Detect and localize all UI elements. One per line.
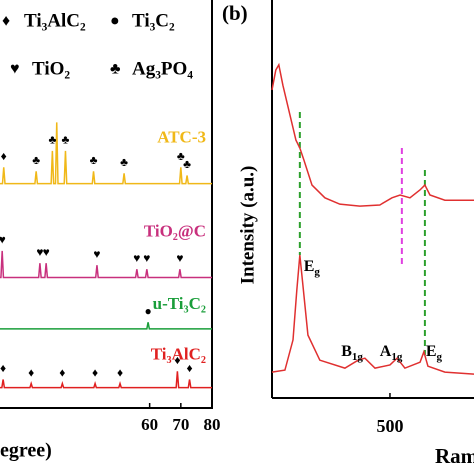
peak-marker: ♣ bbox=[62, 133, 70, 147]
peak-marker: ♦ bbox=[117, 365, 123, 379]
peak-label: Eg bbox=[426, 343, 443, 363]
x-tick-label: 60 bbox=[141, 415, 158, 434]
peak-marker: ♦ bbox=[186, 361, 192, 375]
x-axis-label: Ram bbox=[435, 444, 474, 468]
peak-marker: ♣ bbox=[32, 153, 40, 167]
peak-label-sub: 1g bbox=[352, 351, 364, 363]
peak-label: Eg bbox=[304, 258, 321, 278]
legend-label: Ti₃AlC₂ bbox=[24, 10, 86, 31]
series-label: Ti₃AlC₂ bbox=[151, 345, 206, 364]
x-tick-label: 500 bbox=[376, 416, 403, 436]
peak-marker: ♣ bbox=[183, 157, 191, 171]
legend-symbol: ♦ bbox=[2, 13, 10, 30]
legend-symbol: ♣ bbox=[110, 61, 121, 78]
peak-marker: ♥ bbox=[176, 251, 183, 265]
peak-marker: ♣ bbox=[90, 153, 98, 167]
peak-label-sub: 1g bbox=[391, 351, 403, 363]
peak-marker: ♦ bbox=[92, 365, 98, 379]
peak-label-base: A bbox=[380, 343, 392, 360]
series-label: ATC-3 bbox=[157, 128, 206, 147]
peak-marker: ♥ bbox=[93, 247, 100, 261]
peak-label-base: B bbox=[341, 343, 352, 360]
peak-marker: ♥ bbox=[0, 233, 6, 247]
peak-marker: ● bbox=[144, 304, 151, 318]
spectrum-line bbox=[0, 322, 212, 330]
legend-symbol: ● bbox=[110, 13, 120, 30]
peak-marker: ♥ bbox=[143, 251, 150, 265]
spectrum-line bbox=[0, 371, 212, 389]
peak-label-base: E bbox=[426, 343, 437, 360]
spectrum-line bbox=[0, 250, 212, 279]
legend-label: TiO₂ bbox=[32, 58, 70, 79]
peak-marker: ♣ bbox=[177, 149, 185, 163]
peak-label-base: E bbox=[304, 258, 315, 275]
legend-symbol: ♥ bbox=[10, 61, 20, 78]
x-axis-label: egree) bbox=[0, 440, 52, 462]
spectrum-line bbox=[271, 62, 474, 207]
peak-label-sub: g bbox=[437, 351, 443, 363]
peak-marker: ♣ bbox=[120, 155, 128, 169]
legend-label: Ag₃PO₄ bbox=[132, 58, 193, 79]
peak-marker: ♥ bbox=[133, 251, 140, 265]
peak-marker: ♦ bbox=[174, 353, 180, 367]
peak-label: B1g bbox=[341, 343, 363, 363]
peak-marker: ♦ bbox=[1, 149, 7, 163]
panel-label: (b) bbox=[222, 1, 248, 25]
legend-label: Ti₃C₂ bbox=[132, 10, 175, 31]
x-tick-label: 80 bbox=[204, 415, 221, 434]
peak-label-sub: g bbox=[314, 266, 320, 278]
spectrum-line bbox=[0, 122, 212, 185]
y-axis-label: Intensity (a.u.) bbox=[237, 166, 258, 285]
peak-marker: ♥ bbox=[36, 245, 43, 259]
peak-marker: ♦ bbox=[0, 361, 6, 375]
peak-label: A1g bbox=[380, 343, 403, 363]
series-label: TiO₂@C bbox=[144, 221, 206, 240]
spectrum-line bbox=[271, 255, 474, 375]
series-label: u-Ti₃C₂ bbox=[153, 294, 206, 313]
peak-marker: ♥ bbox=[43, 245, 50, 259]
peak-marker: ♦ bbox=[59, 365, 65, 379]
peak-marker: ♣ bbox=[48, 133, 56, 147]
peak-marker: ♦ bbox=[28, 365, 34, 379]
x-tick-label: 70 bbox=[172, 415, 189, 434]
